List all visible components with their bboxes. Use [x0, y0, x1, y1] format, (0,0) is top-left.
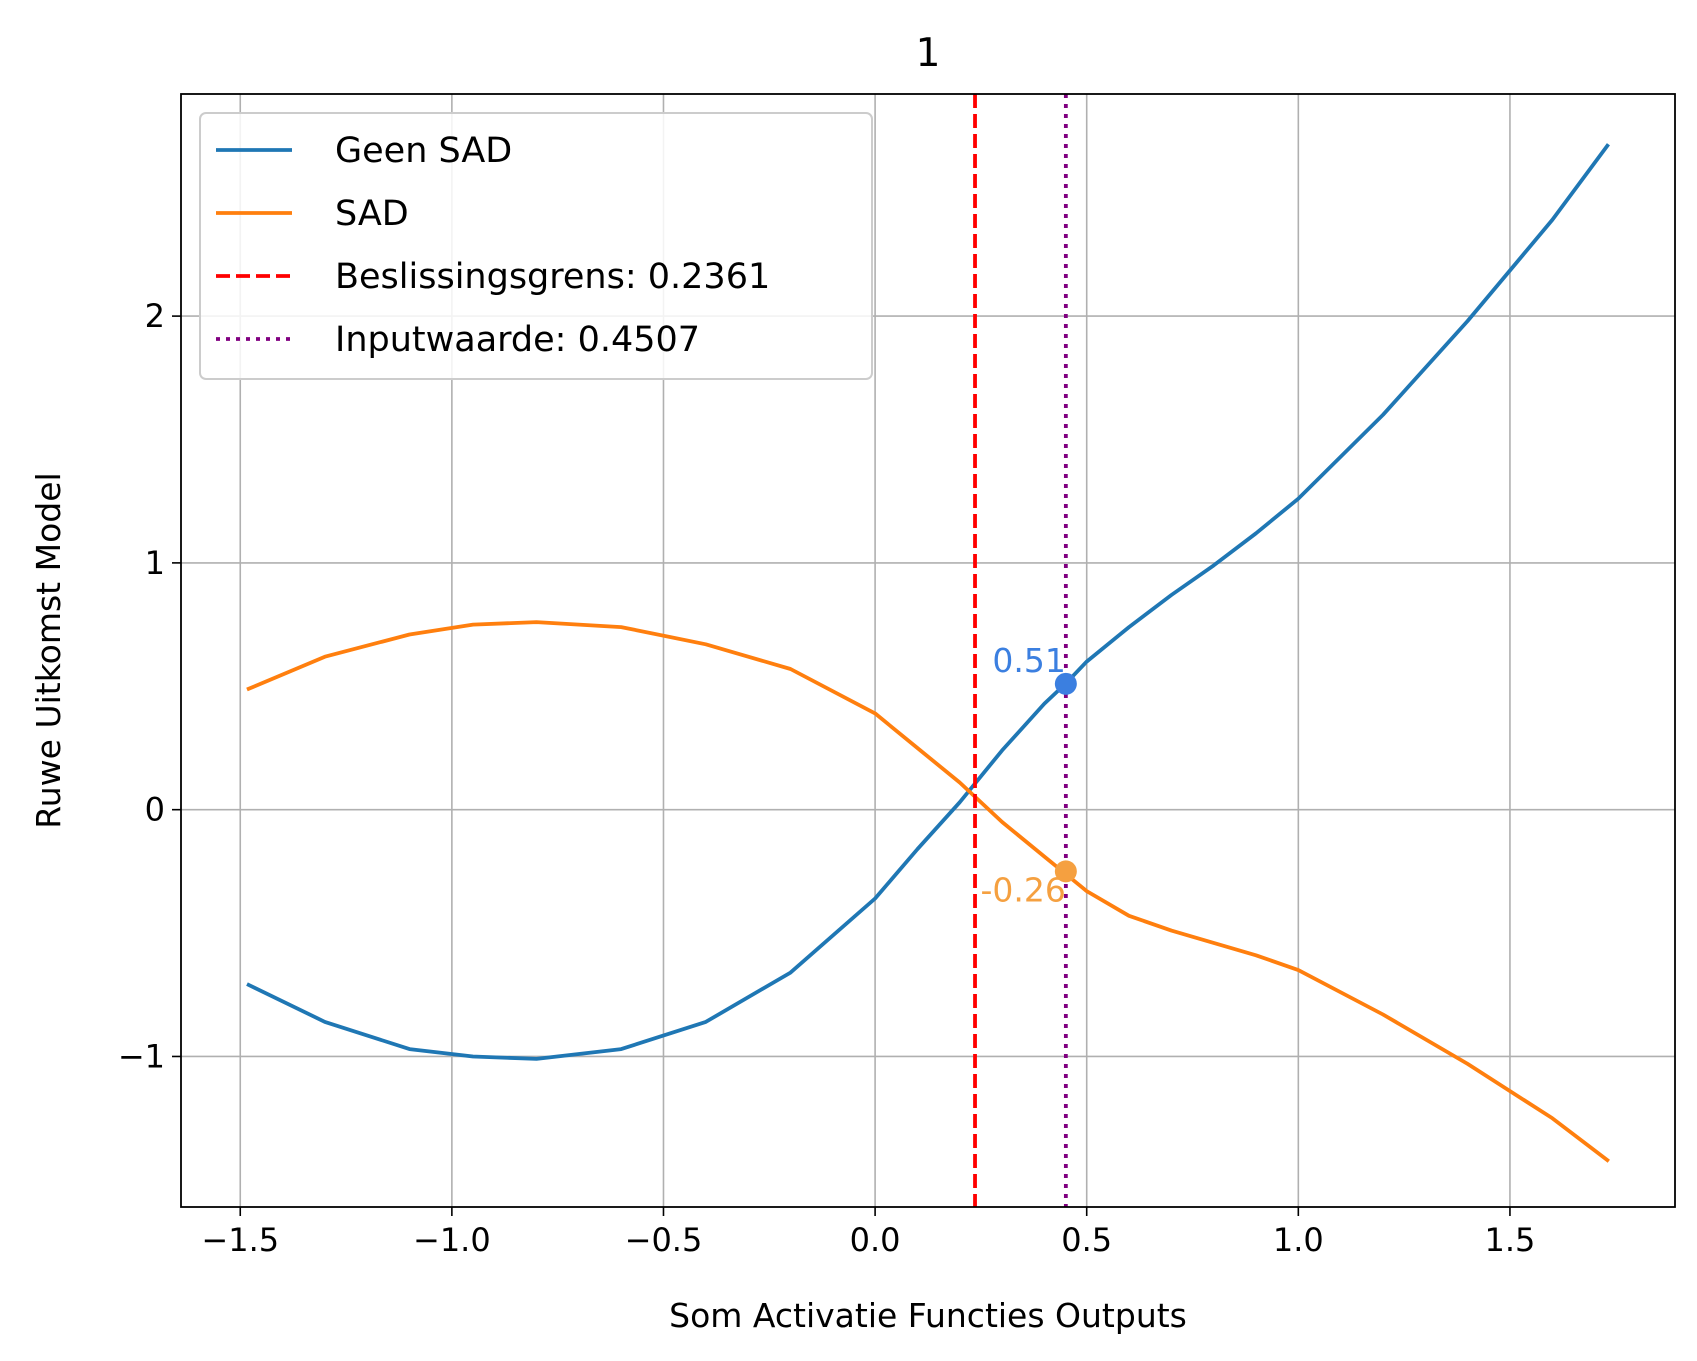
legend-label: Inputwaarde: 0.4507 — [335, 320, 700, 360]
y-tick-label: 2 — [145, 297, 165, 335]
y-axis-label: Ruwe Uitkomst Model — [29, 472, 68, 828]
legend-label: Beslissingsgrens: 0.2361 — [335, 257, 770, 297]
legend-box — [199, 112, 873, 380]
data-point — [1054, 860, 1077, 883]
x-tick-label: −1.5 — [201, 1221, 279, 1259]
legend: Geen SAD SAD Beslissingsgrens: 0.2361 Input… — [199, 112, 873, 380]
legend-label: SAD — [335, 194, 409, 234]
legend-label: Geen SAD — [335, 131, 512, 171]
series-line — [246, 143, 1610, 1061]
chart-title: 1 — [916, 31, 941, 76]
series-line — [246, 620, 1610, 1163]
x-tick-label: 1.0 — [1273, 1221, 1324, 1259]
data-label: 0.51 — [992, 641, 1065, 680]
x-tick-label: −1.0 — [413, 1221, 491, 1259]
axis-ticks: −1.5 −1.0 −0.5 0.0 0.5 1.0 1.5 −1 0 1 2 — [118, 297, 1536, 1259]
axes-frame — [180, 93, 1676, 1208]
y-tick-label: 0 — [145, 791, 165, 829]
data-label: -0.26 — [980, 870, 1065, 909]
plot-content: 0.51 -0.26 — [246, 94, 1610, 1207]
data-point — [1054, 672, 1077, 695]
x-tick-label: 0.0 — [850, 1221, 901, 1259]
y-tick-label: 1 — [145, 544, 165, 582]
x-axis-label: Som Activatie Functies Outputs — [669, 1296, 1187, 1335]
x-tick-label: −0.5 — [625, 1221, 703, 1259]
x-tick-label: 0.5 — [1061, 1221, 1112, 1259]
x-tick-label: 1.5 — [1484, 1221, 1535, 1259]
y-tick-label: −1 — [118, 1037, 165, 1075]
